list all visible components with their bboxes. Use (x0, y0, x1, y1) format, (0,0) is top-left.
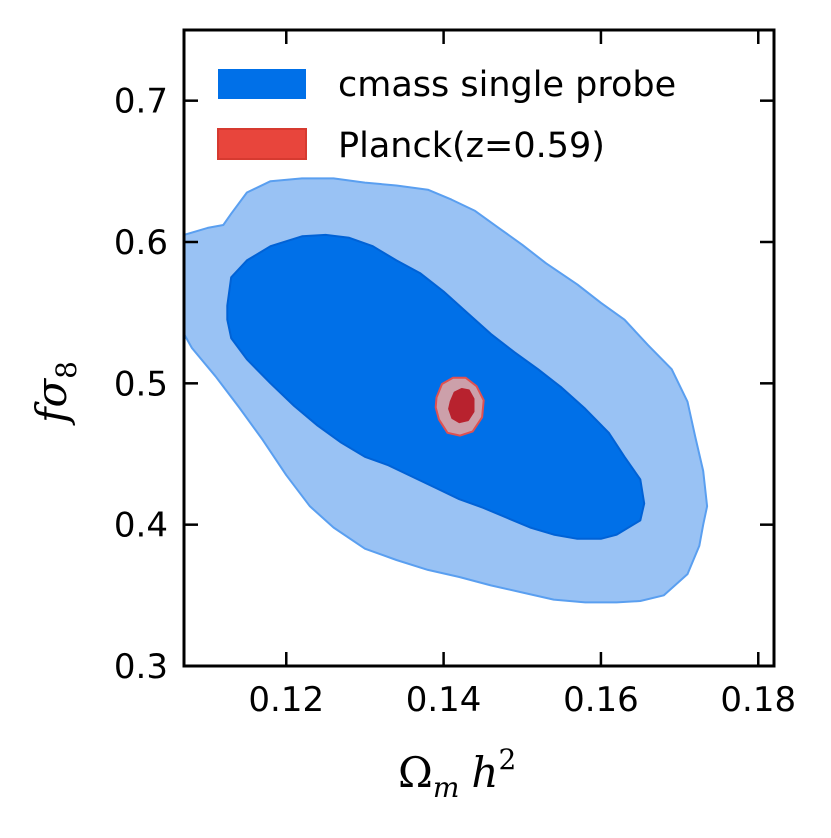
x-axis-title-sup: 2 (498, 743, 516, 776)
x-axis-title-var: h (471, 748, 498, 797)
y-tick-label: 0.4 (114, 506, 168, 546)
legend: cmass single probe Planck(z=0.59) (217, 65, 676, 166)
y-tick-label: 0.7 (114, 82, 168, 122)
x-tick-label: 0.12 (248, 680, 324, 720)
x-axis-title: Ωm h2 (398, 743, 516, 804)
y-tick-label: 0.5 (114, 364, 168, 404)
legend-label-planck: Planck(z=0.59) (338, 126, 605, 166)
y-axis-title-sub: 8 (50, 361, 83, 379)
y-axis-title: fσ8 (27, 361, 83, 426)
x-axis-title-sub: m (433, 771, 460, 804)
contour-cmass-single-probe-68 (226, 233, 646, 540)
legend-swatch-planck (217, 128, 307, 160)
legend-swatch-cmass (218, 69, 306, 99)
x-tick-label: 0.14 (406, 680, 482, 720)
y-tick-label: 0.3 (114, 647, 168, 687)
y-axis-title-main: fσ (27, 377, 76, 426)
axis-ticks: 0.12 0.14 0.16 0.18 0.3 0.4 0.5 0.6 0.7 (114, 30, 796, 720)
legend-label-cmass: cmass single probe (338, 65, 676, 105)
contour-layer (184, 177, 709, 604)
x-tick-label: 0.16 (563, 680, 639, 720)
x-tick-label: 0.18 (720, 680, 796, 720)
plot-frame (182, 28, 776, 668)
y-tick-label: 0.6 (114, 223, 168, 263)
x-axis-title-main: Ω (398, 748, 433, 797)
contour-planck-z-0-59-68 (448, 388, 475, 424)
